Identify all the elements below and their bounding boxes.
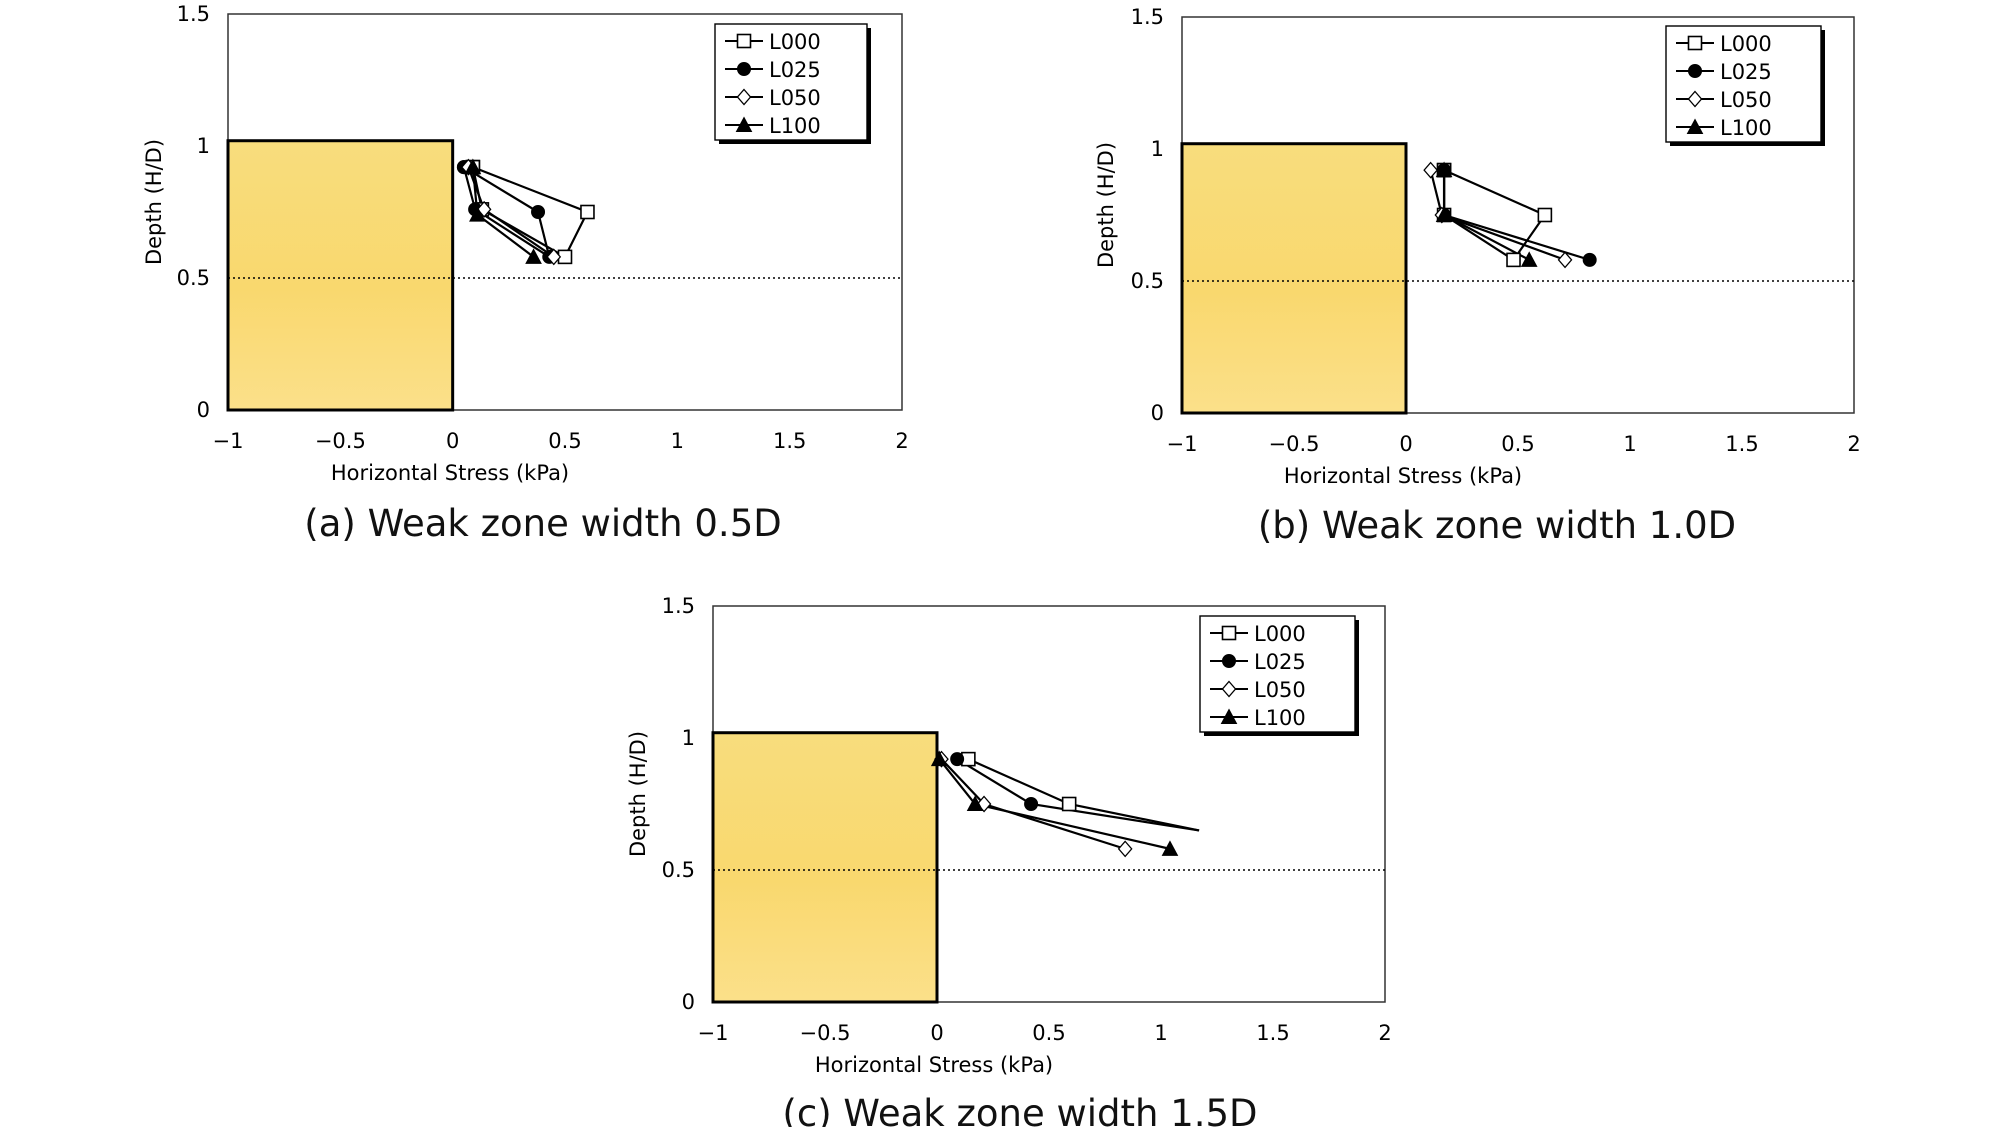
legend-label-l025-c: L025 <box>1254 650 1306 674</box>
legend-marker-l000-a <box>736 33 752 49</box>
x-axis-label-b: Horizontal Stress (kPa) <box>1284 464 1522 488</box>
data-point-l025-b <box>1582 252 1597 267</box>
legend-label-l050-c: L050 <box>1254 678 1306 702</box>
y-tick-label-c: 0.5 <box>662 858 695 882</box>
x-tick-label-a: 0.5 <box>548 429 581 453</box>
x-tick-label-c: −1 <box>698 1021 729 1045</box>
y-tick-label-b: 0 <box>1151 401 1164 425</box>
caption-b: (b) Weak zone width 1.0D <box>1258 504 1736 547</box>
x-tick-label-b: 1 <box>1623 432 1636 456</box>
x-tick-label-c: 2 <box>1378 1021 1391 1045</box>
data-point-l050-c <box>1117 840 1133 858</box>
data-point-l100-a <box>469 206 486 222</box>
data-point-l100-c <box>966 795 984 811</box>
x-tick-label-a: −1 <box>213 429 244 453</box>
legend-label-l000-c: L000 <box>1254 622 1306 646</box>
legend-label-l050-a: L050 <box>769 86 821 110</box>
y-tick-label-c: 1 <box>682 726 695 750</box>
x-tick-label-b: −1 <box>1167 432 1198 456</box>
data-point-l100-b <box>1520 251 1538 267</box>
legend-marker-l025-b <box>1688 64 1702 78</box>
x-tick-label-b: 0 <box>1399 432 1412 456</box>
data-point-l050-a <box>546 248 562 266</box>
legend-label-l025-b: L025 <box>1720 60 1772 84</box>
chart-c: −1 −0.5 0 0.5 1 1.5 2 0 0.5 1 1.5 Horizontal Stress… <box>626 594 1392 1127</box>
legend-marker-l000-b <box>1687 35 1703 51</box>
legend-marker-l050-b <box>1687 90 1703 108</box>
y-axis-label-c: Depth (H/D) <box>626 731 650 857</box>
x-tick-label-c: −0.5 <box>800 1021 851 1045</box>
x-tick-label-b: 2 <box>1847 432 1860 456</box>
legend-label-l100-b: L100 <box>1720 116 1772 140</box>
data-point-l050-b <box>1423 161 1439 179</box>
data-point-l000-b <box>1537 207 1553 223</box>
y-tick-label-b: 1.5 <box>1131 5 1164 29</box>
legend-marker-l000-c <box>1221 625 1237 641</box>
y-tick-label-c: 0 <box>682 990 695 1014</box>
legend-label-l050-b: L050 <box>1720 88 1772 112</box>
legend-label-l100-c: L100 <box>1254 706 1306 730</box>
data-point-l100-a <box>525 248 542 264</box>
data-point-l025-a <box>531 205 546 219</box>
y-tick-label-a: 0.5 <box>177 266 210 290</box>
x-tick-label-a: 2 <box>895 429 908 453</box>
y-tick-label-a: 0 <box>197 398 210 422</box>
legend-label-l000-a: L000 <box>769 30 821 54</box>
x-tick-label-c: 0.5 <box>1032 1021 1065 1045</box>
y-axis-label-a: Depth (H/D) <box>142 139 166 265</box>
data-point-l100-b <box>1435 161 1453 178</box>
legend-marker-l025-a <box>737 62 751 76</box>
weak-zone-a <box>226 139 455 412</box>
legend-marker-l100-c <box>1220 708 1238 724</box>
x-axis-label-c: Horizontal Stress (kPa) <box>815 1053 1053 1077</box>
data-point-l100-c <box>1161 840 1179 856</box>
x-tick-label-a: −0.5 <box>315 429 366 453</box>
legend-marker-l100-a <box>735 116 753 132</box>
y-tick-label-b: 1 <box>1151 137 1164 161</box>
data-point-l100-c <box>930 750 948 767</box>
data-point-l000-b <box>1506 252 1521 268</box>
weak-zone-c <box>711 731 939 1004</box>
caption-a: (a) Weak zone width 0.5D <box>304 502 781 545</box>
x-tick-label-b: −0.5 <box>1269 432 1320 456</box>
legend-label-l100-a: L100 <box>769 114 821 138</box>
x-tick-label-c: 1.5 <box>1256 1021 1289 1045</box>
x-axis-label-a: Horizontal Stress (kPa) <box>331 461 569 485</box>
legend-label-l000-b: L000 <box>1720 32 1772 56</box>
chart-b: −1 −0.5 0 0.5 1 1.5 2 0 0.5 1 1.5 Horizontal Stress… <box>1094 5 1861 547</box>
legend-marker-l050-c <box>1221 680 1237 698</box>
x-tick-label-a: 1.5 <box>773 429 806 453</box>
y-tick-label-a: 1 <box>197 134 210 158</box>
x-tick-label-a: 0 <box>446 429 459 453</box>
weak-zone-b <box>1180 142 1408 415</box>
caption-c: (c) Weak zone width 1.5D <box>782 1092 1257 1127</box>
y-axis-label-b: Depth (H/D) <box>1094 142 1118 268</box>
y-tick-label-b: 0.5 <box>1131 269 1164 293</box>
y-tick-label-c: 1.5 <box>662 594 695 618</box>
x-tick-label-a: 1 <box>671 429 684 453</box>
data-point-l050-b <box>1557 251 1573 269</box>
x-tick-label-c: 1 <box>1154 1021 1167 1045</box>
data-point-l100-a <box>464 158 482 175</box>
x-tick-label-b: 1.5 <box>1725 432 1758 456</box>
x-tick-label-b: 0.5 <box>1501 432 1534 456</box>
legend-marker-l050-a <box>736 88 752 106</box>
data-point-l000-c <box>1061 796 1077 812</box>
legend-label-l025-a: L025 <box>769 58 821 82</box>
data-point-l100-b <box>1435 206 1453 222</box>
x-tick-label-c: 0 <box>930 1021 943 1045</box>
data-point-l025-c <box>1024 797 1039 811</box>
legend-marker-l025-c <box>1222 654 1236 668</box>
legend-marker-l100-b <box>1686 118 1704 134</box>
y-tick-label-a: 1.5 <box>177 2 210 26</box>
data-point-l000-a <box>580 204 595 220</box>
chart-a: −1 −0.5 0 0.5 1 1.5 2 0 0.5 1 1.5 Horizontal Stress… <box>142 2 909 545</box>
data-point-l025-c <box>950 752 965 767</box>
